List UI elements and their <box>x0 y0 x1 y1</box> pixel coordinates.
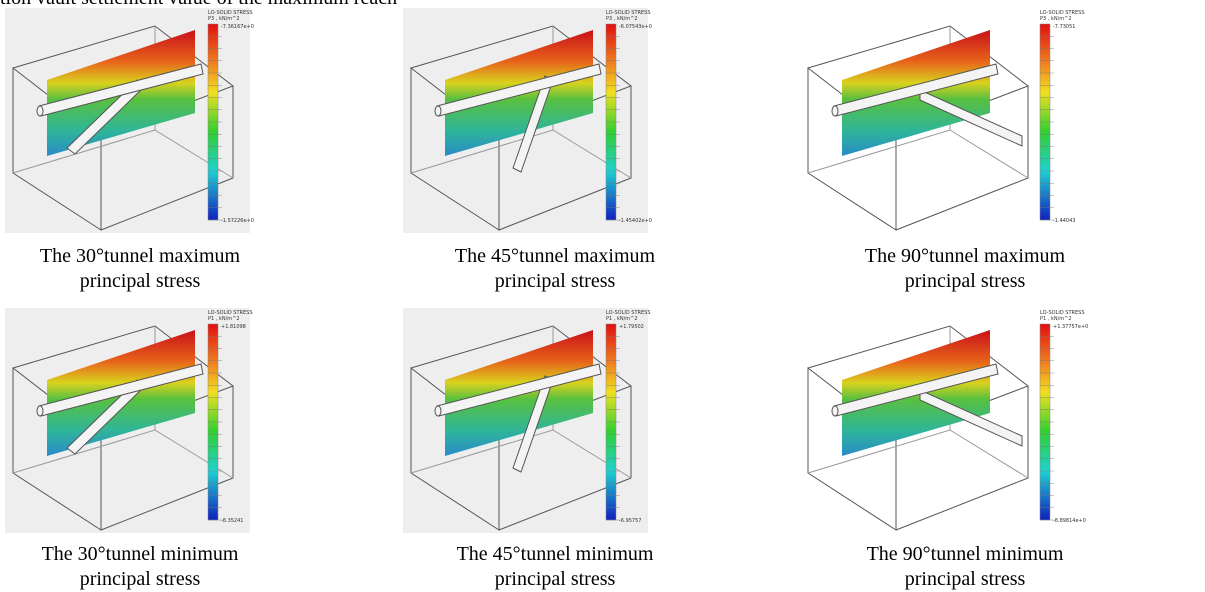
legend-top-value: +1.79502 <box>619 324 644 330</box>
legend-bottom-value: -1.57226e+0 <box>221 218 254 224</box>
caption-line: The 90°tunnel maximum <box>795 244 1135 269</box>
legend-bottom-value: -6.95757 <box>619 518 641 524</box>
caption-line: The 30°tunnel minimum <box>0 542 310 567</box>
tunnel-end <box>435 106 441 116</box>
tunnel-end <box>37 106 43 116</box>
legend-bottom-value: -1.45402e+0 <box>619 218 652 224</box>
legend-unit: P3 , kN/m^2 <box>1040 16 1072 22</box>
legend-unit: P1 , kN/m^2 <box>1040 316 1072 322</box>
caption-line: The 45°tunnel maximum <box>385 244 725 269</box>
box-edges <box>808 130 1028 178</box>
legend-bottom-value: -1.44043 <box>1053 218 1075 224</box>
caption-line: The 30°tunnel maximum <box>0 244 310 269</box>
legend-bottom-value: -8.35241 <box>221 518 243 524</box>
legend-unit: P3 , kN/m^2 <box>208 16 240 22</box>
legend-top-value: +1.81098 <box>221 324 246 330</box>
caption-line: principal stress <box>795 567 1135 592</box>
box-edges <box>808 430 1028 478</box>
tunnel-end <box>832 406 838 416</box>
caption-line: principal stress <box>385 269 725 294</box>
tunnel-end <box>37 406 43 416</box>
caption-line: The 45°tunnel minimum <box>385 542 725 567</box>
legend-top-value: -7.36167e+0 <box>221 24 254 30</box>
legend-unit: P1 , kN/m^2 <box>606 316 638 322</box>
caption-line: The 90°tunnel minimum <box>795 542 1135 567</box>
legend-top-value: -6.07543e+0 <box>619 24 652 30</box>
tunnel-end <box>832 106 838 116</box>
legend-unit: P1 , kN/m^2 <box>208 316 240 322</box>
caption-line: principal stress <box>0 567 310 592</box>
legend-top-value: +1.37757e+0 <box>1053 324 1088 330</box>
caption-line: principal stress <box>795 269 1135 294</box>
legend-bottom-value: -8.89814e+0 <box>1053 518 1086 524</box>
caption-line: principal stress <box>0 269 310 294</box>
caption-line: principal stress <box>385 567 725 592</box>
legend-unit: P3 , kN/m^2 <box>606 16 638 22</box>
legend-top-value: -7.73051 <box>1053 24 1075 30</box>
tunnel-end <box>435 406 441 416</box>
page: {"header":{"text":"tion vault settlement… <box>0 0 1205 588</box>
